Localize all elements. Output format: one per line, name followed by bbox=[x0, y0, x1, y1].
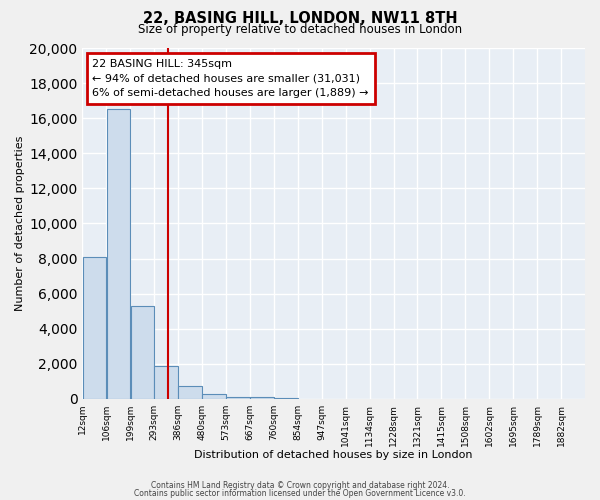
Text: Size of property relative to detached houses in London: Size of property relative to detached ho… bbox=[138, 22, 462, 36]
Text: 22, BASING HILL, LONDON, NW11 8TH: 22, BASING HILL, LONDON, NW11 8TH bbox=[143, 11, 457, 26]
Bar bbox=[202, 394, 226, 399]
Bar bbox=[154, 366, 178, 399]
Bar bbox=[83, 257, 106, 399]
Bar bbox=[226, 396, 250, 399]
X-axis label: Distribution of detached houses by size in London: Distribution of detached houses by size … bbox=[194, 450, 473, 460]
Y-axis label: Number of detached properties: Number of detached properties bbox=[15, 136, 25, 311]
Bar bbox=[178, 386, 202, 399]
Text: Contains public sector information licensed under the Open Government Licence v3: Contains public sector information licen… bbox=[134, 490, 466, 498]
Bar bbox=[250, 397, 274, 399]
Bar bbox=[131, 306, 154, 399]
Text: Contains HM Land Registry data © Crown copyright and database right 2024.: Contains HM Land Registry data © Crown c… bbox=[151, 481, 449, 490]
Text: 22 BASING HILL: 345sqm
← 94% of detached houses are smaller (31,031)
6% of semi-: 22 BASING HILL: 345sqm ← 94% of detached… bbox=[92, 58, 369, 98]
Bar bbox=[274, 398, 298, 399]
Bar bbox=[107, 108, 130, 399]
